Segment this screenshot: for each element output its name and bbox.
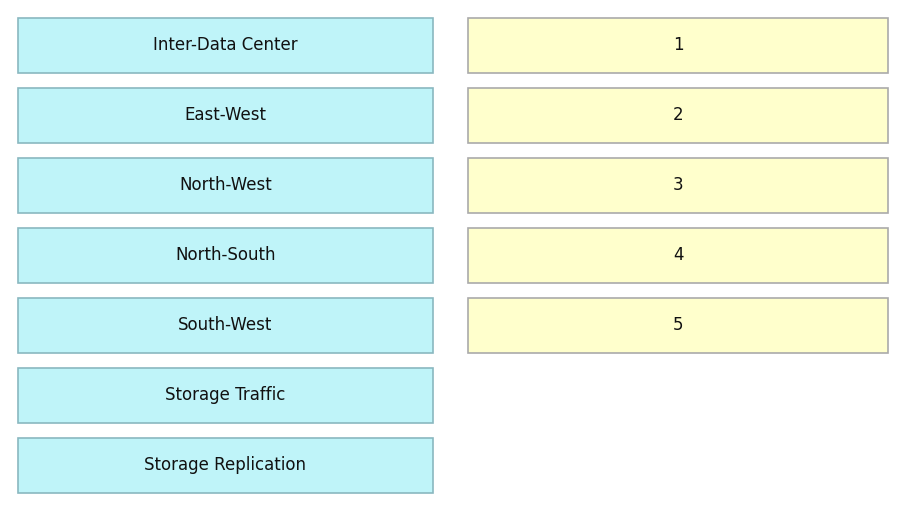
Text: 2: 2	[673, 107, 683, 125]
Text: North-South: North-South	[175, 247, 276, 265]
Bar	[18, 438, 433, 493]
Bar	[18, 18, 433, 73]
Bar	[468, 298, 888, 353]
Text: North-West: North-West	[179, 176, 272, 194]
Bar	[18, 228, 433, 283]
Text: 1: 1	[673, 37, 683, 54]
Bar	[18, 368, 433, 423]
Text: 4: 4	[673, 247, 683, 265]
Text: Storage Replication: Storage Replication	[144, 457, 307, 475]
Bar	[18, 298, 433, 353]
Bar	[468, 228, 888, 283]
Bar	[468, 88, 888, 143]
Bar	[468, 158, 888, 213]
Text: 3: 3	[673, 176, 683, 194]
Text: Inter-Data Center: Inter-Data Center	[153, 37, 297, 54]
Bar	[468, 18, 888, 73]
Text: East-West: East-West	[184, 107, 267, 125]
Text: South-West: South-West	[179, 316, 273, 334]
Text: 5: 5	[673, 316, 683, 334]
Text: Storage Traffic: Storage Traffic	[165, 387, 286, 404]
Bar	[18, 158, 433, 213]
Bar	[18, 88, 433, 143]
